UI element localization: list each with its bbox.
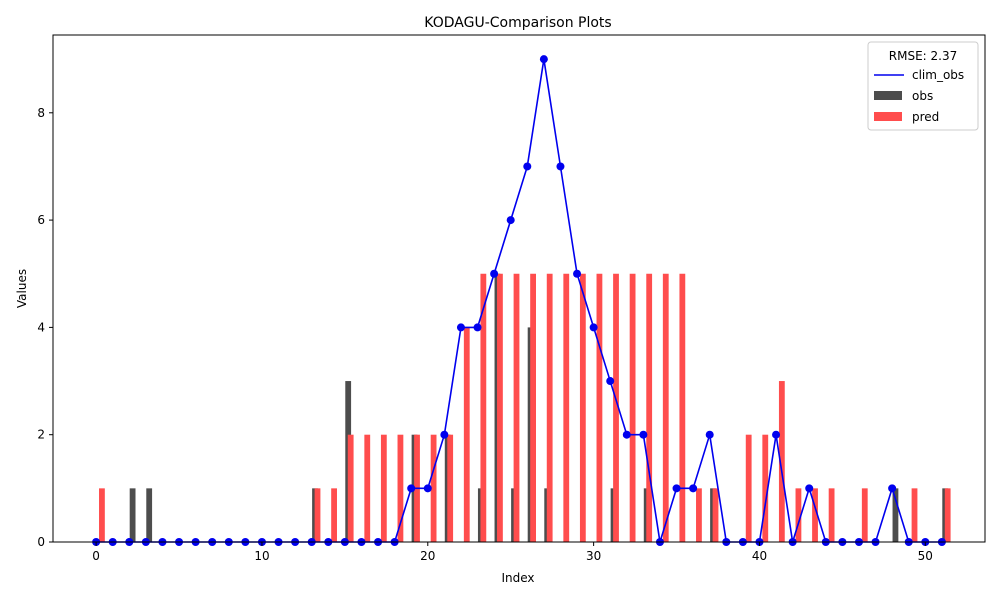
y-tick-label-2: 2 bbox=[37, 428, 45, 442]
pred-bar-27 bbox=[546, 273, 553, 542]
legend-title: RMSE: 2.37 bbox=[889, 49, 957, 63]
pred-bar-24 bbox=[497, 273, 503, 542]
clim-obs-point-37 bbox=[705, 430, 714, 439]
pred-bars bbox=[99, 273, 951, 542]
clim-obs-point-28 bbox=[556, 162, 565, 171]
clim-obs-point-33 bbox=[639, 430, 648, 439]
legend-obs-swatch bbox=[874, 91, 902, 100]
legend-pred-swatch bbox=[874, 112, 902, 121]
clim-obs-point-43 bbox=[805, 484, 814, 493]
pred-bar-31 bbox=[613, 273, 619, 542]
clim-obs-point-21 bbox=[440, 430, 449, 439]
y-tick-label-4: 4 bbox=[37, 320, 45, 334]
clim-obs-point-30 bbox=[589, 323, 598, 332]
clim-obs-point-26 bbox=[523, 162, 532, 171]
legend-clim-obs-label: clim_obs bbox=[912, 68, 964, 82]
pred-bar-37 bbox=[712, 488, 719, 542]
obs-bar-3 bbox=[146, 488, 153, 542]
pred-bar-13 bbox=[314, 488, 321, 542]
pred-bar-21 bbox=[447, 434, 454, 542]
pred-bar-26 bbox=[530, 273, 536, 542]
pred-bar-0 bbox=[99, 488, 105, 542]
clim-obs-point-20 bbox=[423, 484, 432, 493]
pred-bar-46 bbox=[861, 488, 868, 542]
clim-obs-point-23 bbox=[473, 323, 482, 332]
pred-bar-16 bbox=[364, 434, 371, 542]
x-tick-label-10: 10 bbox=[254, 549, 269, 563]
x-tick-label-0: 0 bbox=[92, 549, 100, 563]
pred-bar-40 bbox=[762, 434, 769, 542]
pred-bar-51 bbox=[944, 488, 951, 542]
pred-bar-32 bbox=[629, 273, 636, 542]
pred-bar-23 bbox=[480, 273, 487, 542]
pred-bar-30 bbox=[596, 273, 603, 542]
pred-bar-15 bbox=[347, 434, 354, 542]
clim-obs-point-36 bbox=[689, 484, 698, 493]
clim-obs-point-41 bbox=[772, 430, 781, 439]
clim-obs-point-27 bbox=[539, 55, 548, 64]
obs-bar-2 bbox=[129, 488, 136, 542]
pred-bar-18 bbox=[397, 434, 404, 542]
pred-bar-22 bbox=[463, 327, 470, 542]
clim-obs-point-29 bbox=[573, 269, 582, 278]
y-tick-label-8: 8 bbox=[37, 106, 45, 120]
pred-bar-39 bbox=[745, 434, 752, 542]
clim-obs-point-48 bbox=[888, 484, 897, 493]
x-tick-label-20: 20 bbox=[420, 549, 435, 563]
pred-bar-33 bbox=[646, 273, 653, 542]
chart-title: KODAGU-Comparison Plots bbox=[424, 15, 611, 31]
clim-obs-point-31 bbox=[606, 377, 615, 386]
pred-bar-36 bbox=[696, 488, 702, 542]
clim-obs-point-19 bbox=[407, 484, 416, 493]
plot-frame bbox=[52, 34, 986, 543]
x-axis-ticks: 0 10 20 30 40 50 bbox=[92, 542, 933, 563]
x-tick-label-40: 40 bbox=[752, 549, 767, 563]
pred-bar-29 bbox=[579, 273, 586, 542]
pred-bar-49 bbox=[911, 488, 918, 542]
pred-bar-42 bbox=[795, 488, 802, 542]
pred-bar-28 bbox=[563, 273, 570, 542]
pred-bar-43 bbox=[812, 488, 818, 542]
legend: RMSE: 2.37 clim_obs obs pred bbox=[867, 41, 979, 131]
pred-bar-20 bbox=[430, 434, 437, 542]
pred-bar-25 bbox=[513, 273, 520, 542]
pred-bar-17 bbox=[380, 434, 387, 542]
y-axis-ticks: 0 2 4 6 8 bbox=[37, 106, 53, 549]
pred-bar-34 bbox=[662, 273, 669, 542]
x-axis-label: Index bbox=[501, 571, 534, 585]
clim-obs-point-35 bbox=[672, 484, 681, 493]
clim-obs-point-25 bbox=[506, 216, 515, 225]
legend-box bbox=[867, 41, 979, 131]
clim-obs-point-22 bbox=[456, 323, 465, 332]
pred-bar-14 bbox=[331, 488, 337, 542]
pred-bar-41 bbox=[778, 381, 785, 542]
pred-bar-35 bbox=[679, 273, 686, 542]
clim-obs-point-24 bbox=[490, 269, 499, 278]
x-tick-label-50: 50 bbox=[918, 549, 933, 563]
clim-obs-point-32 bbox=[622, 430, 631, 439]
legend-obs-label: obs bbox=[912, 89, 933, 103]
y-tick-label-0: 0 bbox=[37, 535, 45, 549]
obs-bar-48 bbox=[892, 488, 899, 542]
y-axis-label: Values bbox=[15, 269, 29, 308]
x-tick-label-30: 30 bbox=[586, 549, 601, 563]
pred-bar-44 bbox=[828, 488, 835, 542]
y-tick-label-6: 6 bbox=[37, 213, 45, 227]
legend-pred-label: pred bbox=[912, 110, 939, 124]
